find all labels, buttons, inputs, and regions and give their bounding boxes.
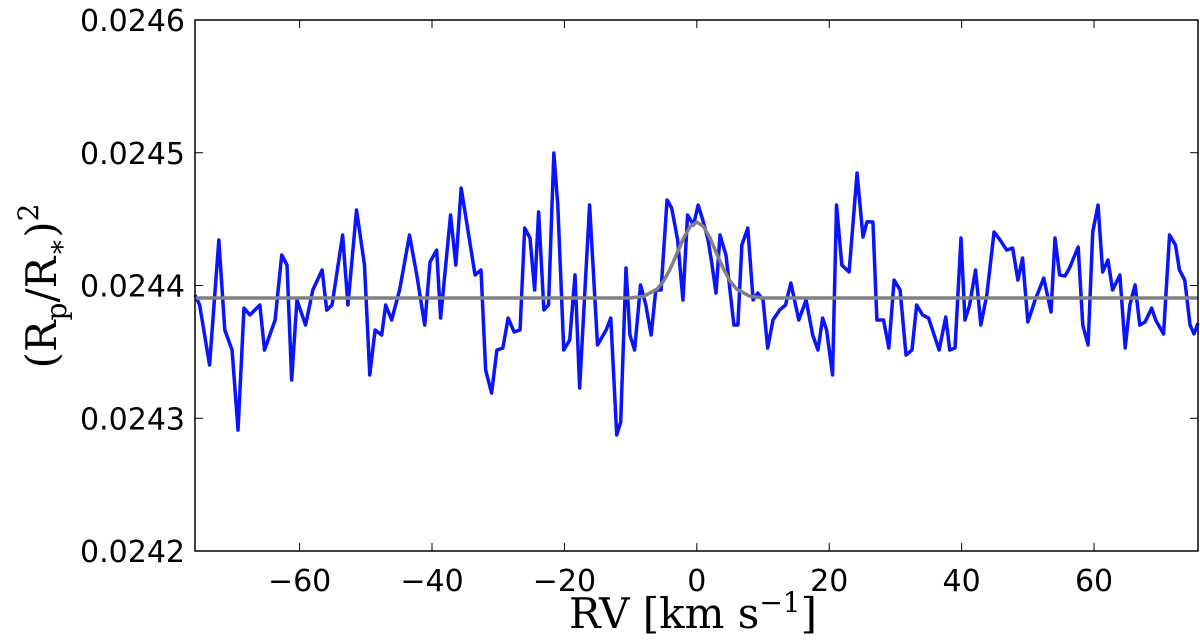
x-label-part: −1 xyxy=(759,586,800,619)
x-tick-label: −20 xyxy=(533,564,596,599)
y-tick-label: 0.0246 xyxy=(80,4,185,39)
x-tick-label: 20 xyxy=(810,564,848,599)
y-axis-label: (Rp/R∗)2 xyxy=(12,204,73,369)
y-label-part: (R xyxy=(17,319,66,368)
y-label-part: 2 xyxy=(12,204,45,222)
plot-frame xyxy=(194,19,1199,552)
x-axis-label: RV [km s−1] xyxy=(569,586,817,638)
y-label-part: ) xyxy=(17,221,66,237)
y-label-part: p xyxy=(40,303,73,321)
y-tick-label: 0.0243 xyxy=(80,402,185,437)
y-tick-label: 0.0245 xyxy=(80,137,185,172)
series-line xyxy=(195,220,1198,300)
y-tick-label: 0.0244 xyxy=(80,270,185,305)
x-tick-label: 60 xyxy=(1075,564,1113,599)
series-line xyxy=(193,151,1200,437)
x-tick-label: −60 xyxy=(268,564,331,599)
x-tick-label: 0 xyxy=(687,564,706,599)
y-label-part: /R xyxy=(17,255,66,302)
y-label-part: ∗ xyxy=(40,238,73,257)
x-label-part: RV [km s xyxy=(569,589,759,638)
x-tick-label: −40 xyxy=(400,564,463,599)
x-label-part: ] xyxy=(801,589,817,638)
y-tick-label: 0.0242 xyxy=(80,535,185,570)
x-tick-label: 40 xyxy=(943,564,981,599)
